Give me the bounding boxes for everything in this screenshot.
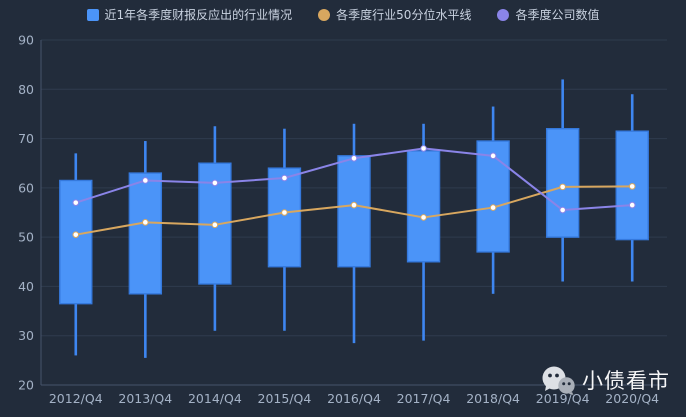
median-point-1[interactable] bbox=[142, 219, 149, 226]
legend-label: 近1年各季度财报反应出的行业情况 bbox=[104, 8, 293, 22]
x-axis-label-6: 2018/Q4 bbox=[466, 391, 520, 406]
company-point-6[interactable] bbox=[489, 152, 497, 160]
legend-marker-circle bbox=[318, 9, 331, 21]
median-point-0[interactable] bbox=[72, 231, 80, 238]
watermark: 小债看市 bbox=[541, 365, 670, 395]
company-point-8[interactable] bbox=[628, 201, 636, 209]
watermark-text: 小债看市 bbox=[582, 369, 670, 393]
x-axis-label-1: 2013/Q4 bbox=[118, 391, 172, 406]
x-axis-label-0: 2012/Q4 bbox=[49, 391, 103, 406]
median-point-3[interactable] bbox=[281, 209, 288, 216]
x-axis-label-3: 2015/Q4 bbox=[258, 391, 312, 406]
company-point-5[interactable] bbox=[420, 145, 427, 152]
legend-marker-square bbox=[86, 9, 99, 21]
legend-label: 各季度行业50分位水平线 bbox=[336, 8, 472, 22]
wechat-icon bbox=[542, 366, 575, 395]
legend-label: 各季度公司数值 bbox=[515, 8, 600, 22]
company-point-7[interactable] bbox=[559, 206, 566, 214]
company-point-2[interactable] bbox=[211, 179, 219, 187]
x-axis-label-5: 2017/Q4 bbox=[397, 391, 451, 406]
x-axis-label-4: 2016/Q4 bbox=[327, 391, 381, 406]
median-point-7[interactable] bbox=[559, 183, 566, 191]
y-axis-label-20: 20 bbox=[18, 378, 34, 393]
candle-2017/Q4[interactable] bbox=[406, 150, 441, 263]
legend-marker-circle bbox=[497, 9, 510, 21]
median-point-6[interactable] bbox=[489, 204, 497, 211]
company-point-4[interactable] bbox=[350, 154, 358, 162]
legend-item-0[interactable]: 近1年各季度财报反应出的行业情况 bbox=[86, 8, 293, 22]
y-axis-label-30: 30 bbox=[18, 328, 34, 343]
chart-legend: 近1年各季度财报反应出的行业情况 各季度行业50分位水平线 各季度公司数值 bbox=[0, 8, 686, 22]
company-point-0[interactable] bbox=[72, 199, 80, 206]
candle-2018/Q4[interactable] bbox=[476, 140, 510, 253]
x-axis-label-2: 2014/Q4 bbox=[188, 391, 242, 406]
company-point-3[interactable] bbox=[281, 174, 288, 182]
y-axis-label-90: 90 bbox=[18, 33, 34, 48]
candle-2019/Q4[interactable] bbox=[545, 128, 580, 238]
y-axis-label-80: 80 bbox=[18, 82, 34, 97]
candle-2016/Q4[interactable] bbox=[337, 155, 371, 268]
legend-item-2[interactable]: 各季度公司数值 bbox=[497, 8, 599, 22]
y-axis-label-70: 70 bbox=[18, 131, 34, 146]
y-axis-label-40: 40 bbox=[18, 279, 34, 294]
median-point-2[interactable] bbox=[211, 221, 219, 229]
candle-2015/Q4[interactable] bbox=[267, 167, 302, 268]
y-axis-label-50: 50 bbox=[18, 230, 34, 245]
x-axis-label-8: 2020/Q4 bbox=[605, 391, 659, 406]
median-point-8[interactable] bbox=[628, 183, 636, 190]
y-axis-label-60: 60 bbox=[18, 180, 34, 195]
median-point-5[interactable] bbox=[420, 214, 427, 221]
company-point-1[interactable] bbox=[142, 177, 149, 184]
candle-2013/Q4[interactable] bbox=[128, 172, 163, 295]
median-point-4[interactable] bbox=[350, 201, 358, 209]
x-axis-label-7: 2019/Q4 bbox=[536, 391, 590, 406]
legend-item-1[interactable]: 各季度行业50分位水平线 bbox=[318, 8, 471, 22]
